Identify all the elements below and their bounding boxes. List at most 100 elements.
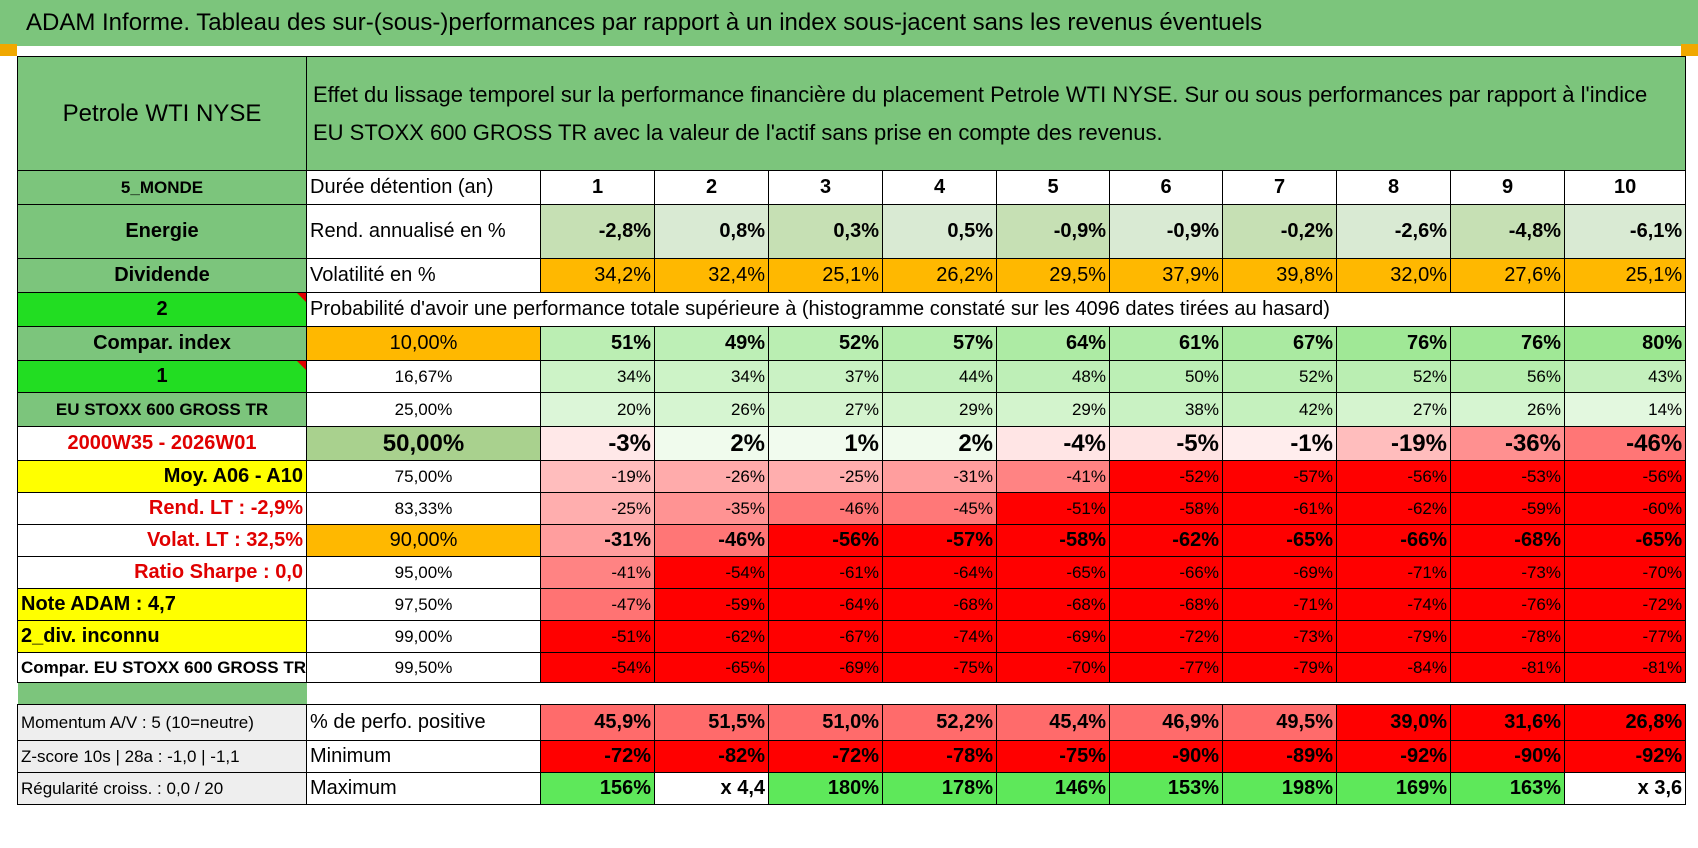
prob-value: 43% [1563, 360, 1687, 393]
threshold-cell: 10,00% [306, 326, 541, 361]
prob-value: -69% [1222, 556, 1337, 589]
bottom-value: x 4,4 [654, 772, 769, 805]
bottom-value: -72% [540, 740, 655, 773]
prob-value: 2% [654, 426, 769, 461]
year-header: 9 [1450, 170, 1565, 205]
prob-value: -84% [1336, 652, 1451, 683]
prob-value: 76% [1336, 326, 1451, 361]
bottom-value: 169% [1336, 772, 1451, 805]
prob-row: Volat. LT : 32,5% 90,00% -31% -46% -56% -57% -… [17, 524, 1687, 557]
rend-value: -4,8% [1450, 204, 1565, 259]
description-cell: Effet du lissage temporel sur la perform… [305, 56, 1687, 171]
prob-row: 2000W35 - 2026W01 50,00% -3% 2% 1% 2% -4% -5% -1… [17, 426, 1687, 461]
bottom-left-cell: Z-score 10s | 28a : -1,0 | -1,1 [17, 740, 307, 773]
bottom-value: -92% [1563, 740, 1687, 773]
bottom-left-cell: Momentum A/V : 5 (10=neutre) [17, 704, 307, 741]
prob-value: -3% [540, 426, 655, 461]
prob-value: -62% [1109, 524, 1223, 557]
volat-value: 26,2% [882, 258, 997, 293]
prob-value: -65% [996, 556, 1110, 589]
prob-value: -75% [882, 652, 997, 683]
prob-row: 1 16,67% 34% 34% 37% 44% 48% 50% 52% 52% 56% 43% [17, 360, 1687, 393]
bottom-value: -78% [882, 740, 997, 773]
prob-row: Compar. index 10,00% 51% 49% 52% 57% 64% 61% 67%… [17, 326, 1687, 361]
prob-value: -57% [1222, 460, 1337, 493]
prob-row: 2_div. inconnu 99,00% -51% -62% -67% -74% -69%… [17, 620, 1687, 653]
prob-value: -41% [540, 556, 655, 589]
volat-value: 39,8% [1222, 258, 1337, 293]
threshold-cell: 99,50% [306, 652, 541, 683]
prob-value: -51% [540, 620, 655, 653]
volat-value: 25,1% [768, 258, 883, 293]
prob-value: -64% [882, 556, 997, 589]
period-cell: 2000W35 - 2026W01 [17, 426, 307, 461]
year-header: 8 [1336, 170, 1451, 205]
prob-value: -68% [1450, 524, 1565, 557]
zone-cell: 5_MONDE [17, 170, 307, 205]
prob-value: 52% [768, 326, 883, 361]
prob-value: 80% [1563, 326, 1687, 361]
rend-value: -6,1% [1563, 204, 1687, 259]
prob-value: -58% [1109, 492, 1223, 525]
proba-blank-2 [1563, 292, 1687, 327]
rend-value: -0,2% [1222, 204, 1337, 259]
year-header: 3 [768, 170, 883, 205]
prob-value: -81% [1563, 652, 1687, 683]
threshold-cell: 50,00% [306, 426, 541, 461]
rend-value: 0,8% [654, 204, 769, 259]
prob-value: -66% [1336, 524, 1451, 557]
prob-value: 29% [996, 392, 1110, 427]
prob-value: -72% [1109, 620, 1223, 653]
moy-cell: Moy. A06 - A10 [17, 460, 307, 493]
prob-value: -79% [1222, 652, 1337, 683]
threshold-cell: 99,00% [306, 620, 541, 653]
prob-value: 67% [1222, 326, 1337, 361]
prob-value: 52% [1336, 360, 1451, 393]
bottom-value: 26,8% [1563, 704, 1687, 741]
prob-value: -64% [768, 588, 883, 621]
bottom-value: 178% [882, 772, 997, 805]
prob-row: Note ADAM : 4,7 97,50% -47% -59% -64% -68% -68… [17, 588, 1687, 621]
year-header: 5 [996, 170, 1110, 205]
volat-lt-cell: Volat. LT : 32,5% [17, 524, 307, 557]
prob-value: 27% [1336, 392, 1451, 427]
prob-value: -61% [768, 556, 883, 589]
prob-row: Rend. LT : -2,9% 83,33% -25% -35% -46% -45% -5… [17, 492, 1687, 525]
threshold-cell: 16,67% [306, 360, 541, 393]
prob-value: -78% [1450, 620, 1565, 653]
prob-value: 2% [882, 426, 997, 461]
prob-value: 37% [768, 360, 883, 393]
bottom-label-cell: Maximum [306, 772, 541, 805]
prob-value: -36% [1450, 426, 1565, 461]
proba-blank-1 [1450, 292, 1565, 327]
report-banner: ADAM Informe. Tableau des sur-(sous-)per… [0, 0, 1698, 46]
bottom-value: -92% [1336, 740, 1451, 773]
prob-value: -52% [1109, 460, 1223, 493]
prob-value: -5% [1109, 426, 1223, 461]
proba-label: Probabilité d'avoir une performance tota… [306, 292, 1451, 327]
threshold-cell: 75,00% [306, 460, 541, 493]
bottom-value: 45,4% [996, 704, 1110, 741]
rend-value: 0,5% [882, 204, 997, 259]
prob-value: 57% [882, 326, 997, 361]
volat-value: 37,9% [1109, 258, 1223, 293]
prob-value: -68% [882, 588, 997, 621]
prob-value: -65% [654, 652, 769, 683]
sector-cell: Energie [17, 204, 307, 259]
year-header: 7 [1222, 170, 1337, 205]
prob-value: -26% [654, 460, 769, 493]
threshold-cell: 97,50% [306, 588, 541, 621]
prob-value: 51% [540, 326, 655, 361]
rend-value: 0,3% [768, 204, 883, 259]
flag2-cell: 2 [17, 292, 307, 327]
prob-value: -31% [882, 460, 997, 493]
rend-lt-cell: Rend. LT : -2,9% [17, 492, 307, 525]
prob-value: 48% [996, 360, 1110, 393]
prob-value: -79% [1336, 620, 1451, 653]
prob-value: -46% [654, 524, 769, 557]
prob-value: -59% [1450, 492, 1565, 525]
prob-value: -47% [540, 588, 655, 621]
prob-value: -65% [1222, 524, 1337, 557]
bottom-value: 52,2% [882, 704, 997, 741]
prob-value: -4% [996, 426, 1110, 461]
